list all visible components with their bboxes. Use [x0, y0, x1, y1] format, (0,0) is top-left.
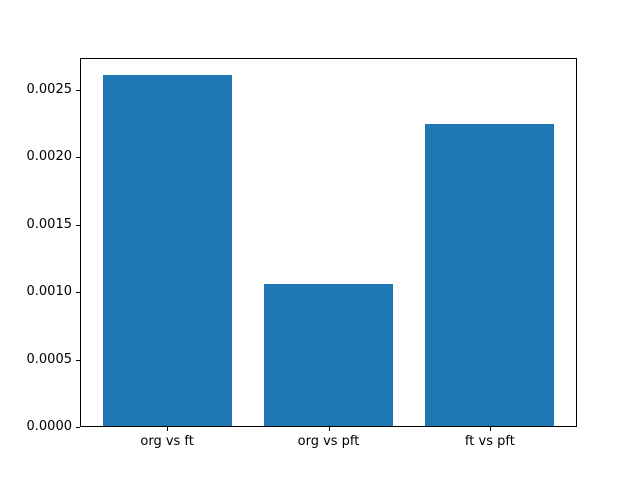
x-tick-label: org vs ft — [140, 434, 194, 449]
y-tick-label: 0.0010 — [26, 284, 73, 299]
plot-area — [80, 58, 577, 427]
y-tick-mark — [76, 225, 80, 226]
y-tick-label: 0.0025 — [26, 82, 73, 97]
y-tick-mark — [76, 427, 80, 428]
x-tick-mark — [167, 427, 169, 431]
x-tick-label: org vs pft — [297, 434, 360, 449]
y-tick-mark — [76, 157, 80, 158]
bar-ft-vs-pft — [425, 123, 555, 426]
bar-org-vs-pft — [263, 284, 394, 426]
bar-org-vs-ft — [102, 75, 232, 426]
x-tick-mark — [489, 427, 491, 431]
y-tick-mark — [76, 90, 80, 91]
y-tick-label: 0.0020 — [26, 149, 73, 164]
y-tick-label: 0.0015 — [26, 217, 73, 232]
y-tick-mark — [76, 292, 80, 293]
y-tick-mark — [76, 360, 80, 361]
x-tick-mark — [328, 427, 330, 431]
y-tick-label: 0.0005 — [26, 352, 73, 367]
y-tick-label: 0.0000 — [26, 419, 73, 434]
x-tick-label: ft vs pft — [464, 434, 515, 449]
